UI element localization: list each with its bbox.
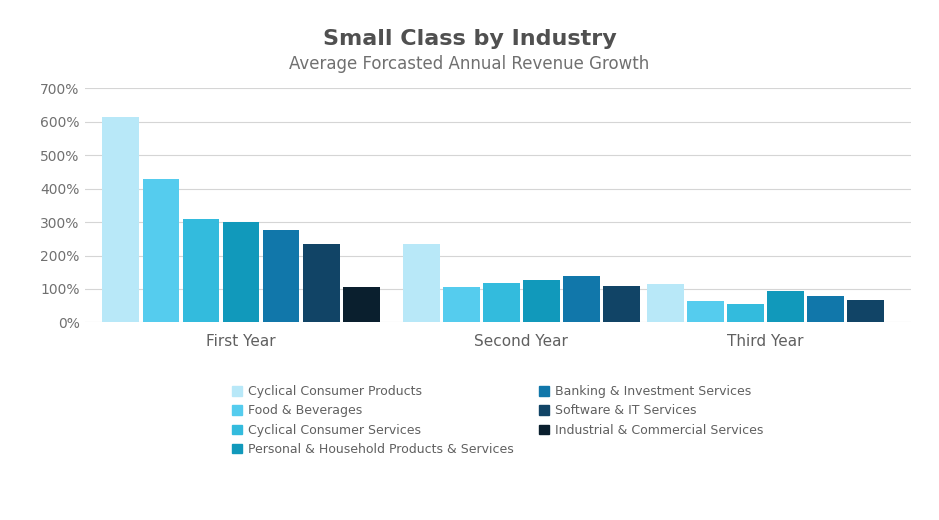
Bar [767,291,804,322]
Bar [523,280,560,322]
Bar [223,222,259,322]
Bar [603,285,639,322]
Bar [403,244,439,322]
Bar [143,179,179,322]
Bar [563,276,600,322]
Bar [727,304,763,322]
Text: Average Forcasted Annual Revenue Growth: Average Forcasted Annual Revenue Growth [289,55,650,73]
Bar [686,301,724,322]
Bar [263,230,300,322]
Bar [182,219,220,322]
Bar [343,287,379,322]
Bar [647,284,684,322]
Bar [102,117,139,322]
Text: Small Class by Industry: Small Class by Industry [323,29,616,48]
Bar [847,300,884,322]
Bar [443,287,480,322]
Bar [483,283,519,322]
Bar [302,244,340,322]
Legend: Cyclical Consumer Products, Food & Beverages, Cyclical Consumer Services, Person: Cyclical Consumer Products, Food & Bever… [227,380,768,461]
Bar [807,296,844,322]
